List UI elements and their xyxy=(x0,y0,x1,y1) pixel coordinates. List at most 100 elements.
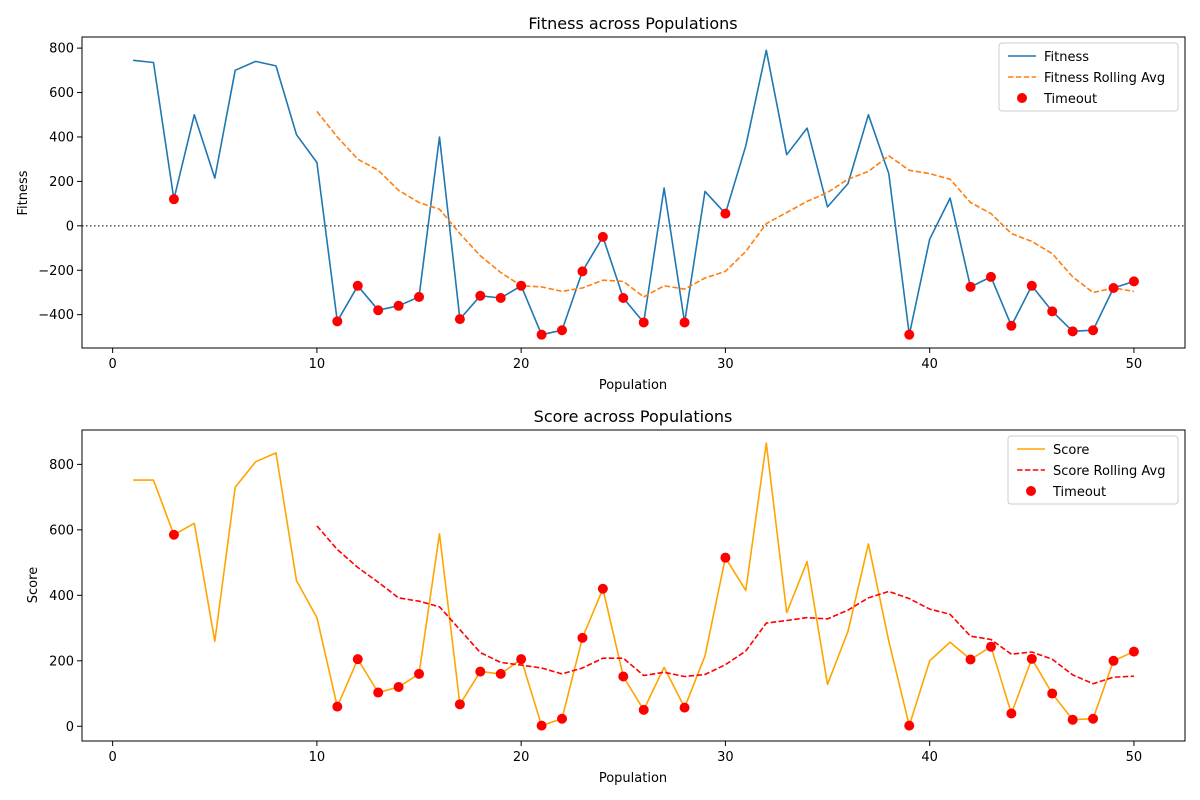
legend-swatch-timeout xyxy=(1026,486,1036,496)
rolling-avg-line xyxy=(316,525,1134,685)
legend-label-score: Score xyxy=(1053,443,1089,458)
timeout-point xyxy=(985,271,996,282)
series-line xyxy=(133,49,1135,336)
x-tick-label: 20 xyxy=(513,750,530,765)
y-axis-label: Score xyxy=(26,567,41,603)
legend-box xyxy=(1007,435,1179,505)
timeout-point xyxy=(475,290,486,301)
timeout-point xyxy=(414,668,425,679)
timeout-point xyxy=(557,713,568,724)
x-tick-label: 0 xyxy=(108,357,116,372)
y-tick-label: 800 xyxy=(49,42,74,57)
x-tick-label: 50 xyxy=(1126,750,1143,765)
timeout-point xyxy=(1067,714,1078,725)
legend-label-score-rolling-avg: Score Rolling Avg xyxy=(1053,464,1165,479)
plot-area xyxy=(133,442,1139,731)
y-tick-label: 400 xyxy=(49,589,74,604)
y-tick-label: 600 xyxy=(49,86,74,101)
x-tick-label: 0 xyxy=(108,750,116,765)
y-tick-label: 0 xyxy=(66,720,74,735)
y-axis-label: Fitness xyxy=(16,170,31,215)
timeout-point xyxy=(352,654,363,665)
timeout-point xyxy=(577,266,588,277)
timeout-point xyxy=(720,208,731,219)
timeout-point xyxy=(557,325,568,336)
y-tick-label: −400 xyxy=(38,308,74,323)
score-chart: Score across Populations Population Scor… xyxy=(26,407,1186,786)
x-tick-label: 20 xyxy=(513,357,530,372)
timeout-point xyxy=(1026,280,1037,291)
timeout-point xyxy=(495,668,506,679)
y-tick-label: 800 xyxy=(49,458,74,473)
timeout-point xyxy=(516,654,527,665)
timeout-point xyxy=(1006,320,1017,331)
timeout-point xyxy=(475,666,486,677)
timeout-point xyxy=(454,314,465,325)
axes-frame xyxy=(81,429,1186,742)
timeout-point xyxy=(454,699,465,710)
timeout-point xyxy=(720,552,731,563)
timeout-point xyxy=(516,280,527,291)
timeout-point xyxy=(393,300,404,311)
timeout-point xyxy=(985,641,996,652)
timeout-point xyxy=(638,704,649,715)
timeout-point xyxy=(495,293,506,304)
timeout-point xyxy=(679,317,690,328)
x-tick-label: 10 xyxy=(309,357,326,372)
timeout-point xyxy=(1108,655,1119,666)
timeout-point xyxy=(1067,326,1078,337)
timeout-point xyxy=(618,671,629,682)
legend: Score Score Rolling Avg Timeout xyxy=(1007,435,1179,505)
timeout-point xyxy=(1088,713,1099,724)
legend-label-timeout: Timeout xyxy=(1052,485,1106,500)
timeout-point xyxy=(1128,646,1139,657)
timeout-point xyxy=(1108,283,1119,294)
timeout-point xyxy=(638,317,649,328)
timeout-point xyxy=(618,293,629,304)
legend-label-fitness-rolling-avg: Fitness Rolling Avg xyxy=(1044,71,1165,86)
y-tick-label: −200 xyxy=(38,264,74,279)
timeout-point xyxy=(1047,306,1058,317)
timeout-point xyxy=(1128,276,1139,287)
timeout-point xyxy=(965,654,976,665)
timeout-point xyxy=(597,231,608,242)
legend: Fitness Fitness Rolling Avg Timeout xyxy=(998,42,1179,112)
timeout-point xyxy=(373,687,384,698)
timeout-point xyxy=(352,280,363,291)
axes-frame xyxy=(81,36,1186,349)
timeout-point xyxy=(414,291,425,302)
rolling-avg-line xyxy=(316,110,1135,298)
timeout-point xyxy=(168,529,179,540)
timeout-point xyxy=(332,701,343,712)
timeout-point xyxy=(965,281,976,292)
chart-title: Fitness across Populations xyxy=(528,14,737,33)
y-tick-label: 600 xyxy=(49,523,74,538)
x-tick-label: 30 xyxy=(717,750,734,765)
timeout-point xyxy=(373,305,384,316)
y-tick-label: 200 xyxy=(49,175,74,190)
x-tick-label: 40 xyxy=(921,357,938,372)
timeout-point xyxy=(1047,688,1058,699)
timeout-point xyxy=(1088,325,1099,336)
timeout-point xyxy=(904,329,915,340)
legend-label-fitness: Fitness xyxy=(1044,50,1089,65)
timeout-point xyxy=(1026,653,1037,664)
x-tick-label: 40 xyxy=(921,750,938,765)
timeout-point xyxy=(679,702,690,713)
x-axis-label: Population xyxy=(599,378,667,393)
timeout-point xyxy=(577,632,588,643)
timeout-point xyxy=(1006,708,1017,719)
legend-box xyxy=(998,42,1179,112)
timeout-point xyxy=(168,194,179,205)
timeout-point xyxy=(393,681,404,692)
y-tick-label: 400 xyxy=(49,130,74,145)
timeout-point xyxy=(536,329,547,340)
x-tick-label: 50 xyxy=(1126,357,1143,372)
legend-swatch-timeout xyxy=(1017,93,1027,103)
fitness-chart: Fitness across Populations Population Fi… xyxy=(16,14,1186,393)
plot-area xyxy=(82,49,1185,340)
timeout-point xyxy=(332,316,343,327)
y-tick-label: 200 xyxy=(49,654,74,669)
